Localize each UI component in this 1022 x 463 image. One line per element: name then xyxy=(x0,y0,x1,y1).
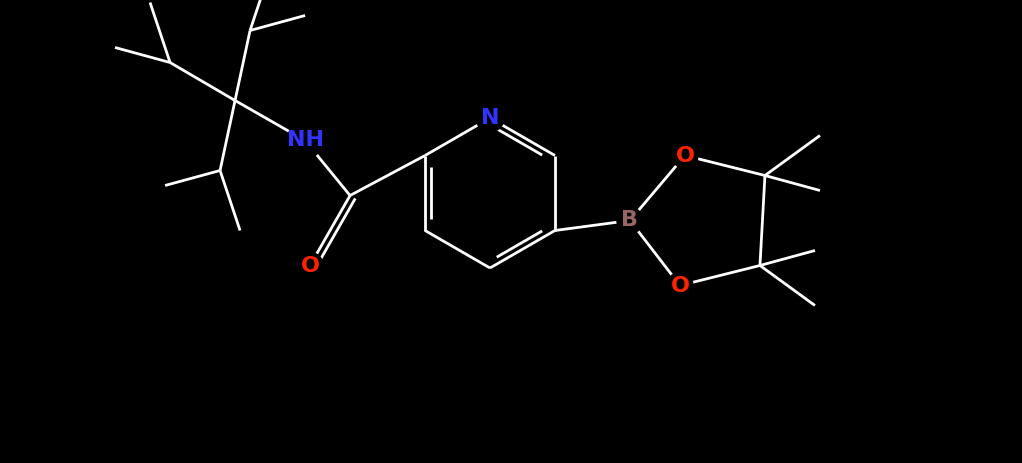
Text: O: O xyxy=(670,275,690,295)
Text: N: N xyxy=(480,108,500,128)
Text: NH: NH xyxy=(286,131,324,150)
Circle shape xyxy=(671,143,698,169)
Circle shape xyxy=(617,207,643,233)
Text: O: O xyxy=(676,145,695,165)
Circle shape xyxy=(667,273,693,299)
Circle shape xyxy=(476,104,504,132)
Text: O: O xyxy=(300,256,320,275)
Circle shape xyxy=(287,123,323,158)
Circle shape xyxy=(297,252,323,279)
Text: B: B xyxy=(621,211,639,231)
